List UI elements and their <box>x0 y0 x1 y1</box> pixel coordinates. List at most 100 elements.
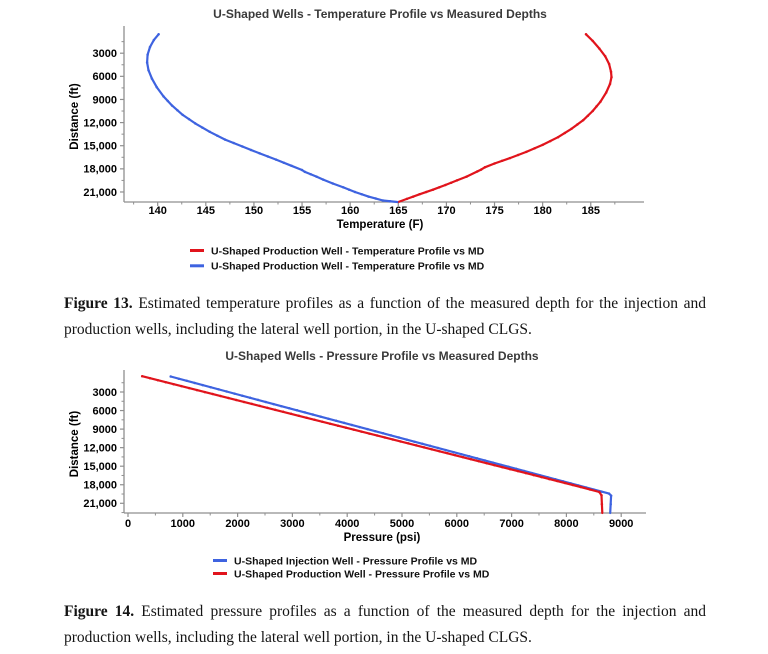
marker-dot <box>418 193 421 196</box>
marker-dot <box>381 199 385 202</box>
marker-dot <box>219 394 222 398</box>
marker-dot <box>305 416 308 420</box>
marker-dot <box>281 410 285 414</box>
y-tick-label: 18,000 <box>83 480 117 492</box>
marker-dot <box>475 170 479 173</box>
x-tick-label: 2000 <box>225 518 249 530</box>
marker-dot <box>461 456 465 459</box>
marker-dot <box>347 188 351 191</box>
marker-dot <box>608 82 612 86</box>
marker-dot <box>591 39 594 43</box>
marker-dot <box>211 392 214 396</box>
y-tick-label: 3000 <box>93 48 117 60</box>
marker-dot <box>157 33 160 36</box>
marker-dot <box>303 411 307 414</box>
marker-dot <box>172 382 175 386</box>
marker-dot <box>468 455 471 458</box>
y-tick-label: 21,000 <box>83 498 117 510</box>
marker-dot <box>413 440 416 443</box>
marker-dot <box>300 168 304 172</box>
marker-dot <box>555 479 559 483</box>
marker-dot <box>407 442 410 445</box>
marker-dot <box>181 113 184 117</box>
marker-dot <box>344 426 348 429</box>
marker-dot <box>540 475 543 479</box>
marker-dot <box>295 409 299 412</box>
marker-dot <box>266 155 270 158</box>
marker-dot <box>436 446 440 450</box>
marker-dot <box>315 175 318 178</box>
marker-dot <box>150 77 154 80</box>
x-tick-label: 9000 <box>609 518 633 530</box>
marker-dot <box>266 406 269 410</box>
marker-dot <box>549 139 552 143</box>
marker-dot <box>475 457 479 460</box>
x-tick-label: 170 <box>437 205 455 217</box>
x-tick-label: 165 <box>389 205 407 217</box>
marker-dot <box>507 465 510 469</box>
marker-dot <box>321 420 324 423</box>
marker-dot <box>290 164 293 168</box>
marker-dot <box>493 463 496 467</box>
x-axis-title: Pressure (psi) <box>344 532 421 544</box>
marker-dot <box>227 396 230 400</box>
series-line-0 <box>397 33 613 204</box>
marker-dot <box>147 68 150 72</box>
marker-dot <box>223 138 227 141</box>
marker-dot <box>232 141 235 145</box>
marker-dot <box>288 407 291 410</box>
marker-dot <box>353 190 357 194</box>
marker-dot <box>156 378 160 382</box>
marker-dot <box>282 161 286 164</box>
y-tick-label: 12,000 <box>83 442 117 454</box>
marker-dot <box>391 438 395 441</box>
y-tick-label: 6000 <box>93 405 117 417</box>
marker-dot <box>455 179 459 182</box>
marker-dot <box>187 386 191 390</box>
series-line-1 <box>146 33 399 204</box>
marker-dot <box>274 158 278 161</box>
marker-dot <box>591 109 594 113</box>
figure-13-caption: Figure 13. Estimated temperature profile… <box>64 291 706 342</box>
marker-dot <box>248 396 252 400</box>
marker-dot <box>428 444 432 448</box>
marker-dot <box>180 384 183 388</box>
marker-dot <box>303 170 307 174</box>
marker-dot <box>389 434 393 437</box>
marker-dot <box>431 188 435 191</box>
marker-dot <box>388 199 392 203</box>
marker-dot <box>321 178 325 181</box>
marker-dot <box>460 452 463 456</box>
legend-label: U-Shaped Production Well - Pressure Prof… <box>234 568 490 580</box>
marker-dot <box>548 477 551 481</box>
x-tick-label: 175 <box>485 205 503 217</box>
marker-dot <box>430 448 434 451</box>
marker-dot <box>541 143 544 147</box>
marker-dot <box>563 481 567 485</box>
marker-dot <box>170 104 174 107</box>
marker-dot <box>571 483 575 487</box>
marker-dot <box>169 375 172 378</box>
marker-dot <box>367 195 370 198</box>
marker-dot <box>328 422 332 425</box>
marker-dot <box>162 95 165 98</box>
y-tick-label: 12,000 <box>83 117 117 129</box>
marker-dot <box>603 55 607 58</box>
marker-dot <box>477 460 481 463</box>
marker-dot <box>598 490 601 494</box>
marker-dot <box>331 182 335 185</box>
marker-dot <box>148 376 152 380</box>
marker-dot <box>588 488 592 491</box>
marker-dot <box>491 461 495 464</box>
marker-dot <box>350 423 354 427</box>
marker-dot <box>313 418 316 422</box>
chart-title: U-Shaped Wells - Temperature Profile vs … <box>213 7 547 21</box>
marker-dot <box>483 459 487 462</box>
series-markers-0 <box>405 33 613 201</box>
series-markers-1 <box>145 33 392 203</box>
marker-dot <box>607 62 611 66</box>
marker-dot <box>438 450 441 453</box>
marker-dot <box>501 465 504 469</box>
pressure-chart: U-Shaped Wells - Pressure Profile vs Mea… <box>69 349 646 580</box>
